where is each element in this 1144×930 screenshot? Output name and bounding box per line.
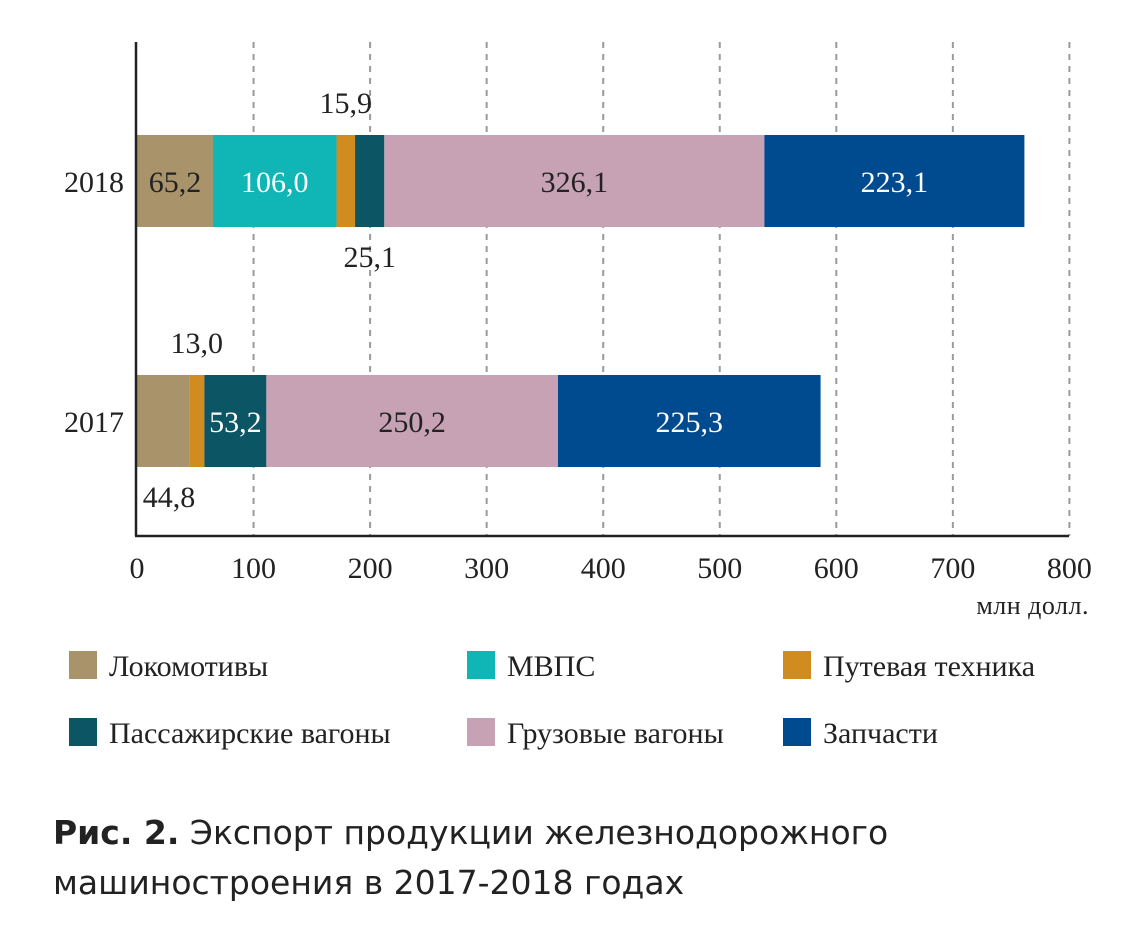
category-label-2018: 2018	[64, 166, 124, 199]
legend-swatch-2	[783, 651, 811, 679]
x-tick-300: 300	[464, 552, 509, 585]
x-tick-700: 700	[930, 552, 975, 585]
caption-label: Рис. 2.	[53, 813, 180, 852]
bar-2018-3	[355, 135, 385, 227]
data-label-2017-3: 53,2	[209, 406, 262, 439]
bar-2017-4	[266, 375, 558, 467]
data-label-2018-2: 15,9	[320, 87, 373, 120]
x-tick-500: 500	[697, 552, 742, 585]
legend-swatch-0	[69, 651, 97, 679]
category-labels: 2018 2017	[64, 166, 124, 439]
bar-2017-3	[204, 375, 267, 467]
legend-swatch-4	[467, 718, 495, 746]
bar-2018-0	[137, 135, 213, 227]
category-label-2017: 2017	[64, 406, 124, 439]
legend-label-5: Запчасти	[823, 717, 938, 750]
data-labels: 65,2 106,0 15,9 25,1 326,1 223,1 44,8 13,0 53,2 2…	[143, 87, 928, 514]
data-label-2017-5: 225,3	[656, 406, 724, 439]
x-tick-0: 0	[130, 552, 145, 585]
data-label-2018-3: 25,1	[343, 241, 396, 274]
axes	[134, 42, 1069, 538]
legend-swatch-3	[69, 718, 97, 746]
data-label-2017-4: 250,2	[378, 406, 446, 439]
data-label-2017-2: 13,0	[171, 327, 224, 360]
legend-label-3: Пассажирские вагоны	[109, 717, 391, 750]
caption-text: Экспорт продукции железнодорожного машин…	[53, 813, 889, 902]
figure-caption: Рис. 2. Экспорт продукции железнодорожно…	[53, 808, 1113, 908]
legend-label-1: МВПС	[507, 650, 595, 683]
bar-2018-2	[336, 135, 356, 227]
x-tick-100: 100	[231, 552, 276, 585]
data-label-2018-0: 65,2	[149, 166, 202, 199]
x-axis-unit: млн долл.	[976, 591, 1089, 620]
data-label-2018-4: 326,1	[541, 166, 609, 199]
legend-swatch-1	[467, 651, 495, 679]
bar-2017-2	[189, 375, 205, 467]
legend-label-0: Локомотивы	[109, 650, 268, 683]
bar-2018-4	[384, 135, 765, 227]
bar-2017-5	[557, 375, 821, 467]
bar-2018-5	[764, 135, 1025, 227]
x-tick-labels: 0 100 200 300 400 500 600 700 800	[130, 552, 1092, 585]
legend: Локомотивы МВПС Путевая техника Пассажирски…	[69, 650, 1035, 750]
data-label-2018-1: 106,0	[241, 166, 309, 199]
legend-label-4: Грузовые вагоны	[507, 717, 724, 750]
bars	[137, 135, 1025, 467]
data-label-2017-0: 44,8	[143, 481, 196, 514]
data-label-2018-5: 223,1	[861, 166, 929, 199]
x-tick-800: 800	[1047, 552, 1092, 585]
x-tick-400: 400	[581, 552, 626, 585]
legend-label-2: Путевая техника	[823, 650, 1035, 683]
x-tick-600: 600	[814, 552, 859, 585]
stacked-bar-chart: 0 100 200 300 400 500 600 700 800 млн долл. 2018…	[64, 42, 1092, 750]
bar-2017-0	[137, 375, 190, 467]
x-tick-200: 200	[348, 552, 393, 585]
bar-2018-1	[212, 135, 337, 227]
legend-swatch-5	[783, 718, 811, 746]
